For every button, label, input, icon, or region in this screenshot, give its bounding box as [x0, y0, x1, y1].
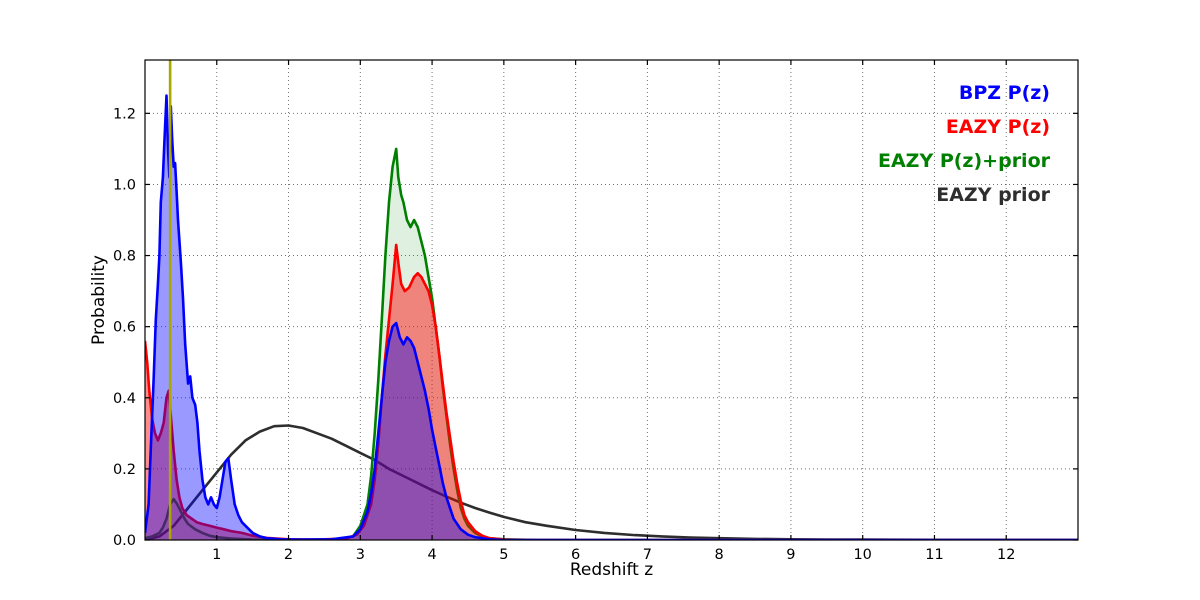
xtick-label-11: 11 [925, 547, 943, 563]
y-axis-label: Probability [89, 255, 109, 345]
xtick-label-10: 10 [853, 547, 871, 563]
xtick-label-1: 1 [212, 547, 221, 563]
ytick-label-0: 0.0 [113, 533, 136, 549]
xtick-label-6: 6 [571, 547, 580, 563]
series-line-eazy-p-z [145, 243, 1078, 540]
series-line-eazy-prior [145, 424, 1078, 540]
ytick-label-1.2: 1.2 [113, 106, 136, 122]
plot-frame [144, 59, 1079, 541]
xtick-label-8: 8 [715, 547, 724, 563]
xtick-label-12: 12 [997, 547, 1015, 563]
ytick-label-0.2: 0.2 [113, 462, 136, 478]
ytick-label-1: 1.0 [113, 177, 136, 193]
legend-item-eazy-pz-prior: EAZY P(z)+prior [877, 150, 1050, 172]
ytick-label-0.4: 0.4 [113, 391, 136, 407]
xtick-label-3: 3 [356, 547, 365, 563]
series-area-eazy-p-z [145, 244, 1078, 540]
legend-item-eazy-pz: EAZY P(z) [945, 116, 1050, 138]
xtick-label-4: 4 [427, 547, 436, 563]
ytick-label-0.6: 0.6 [113, 320, 136, 336]
xtick-label-2: 2 [284, 547, 293, 563]
x-axis-label: Redshift z [569, 560, 654, 580]
ytick-label-0.8: 0.8 [113, 249, 136, 265]
legend-item-bpz-pz: BPZ P(z) [958, 82, 1050, 104]
xtick-label-7: 7 [643, 547, 652, 563]
xtick-label-9: 9 [786, 547, 795, 563]
xtick-label-5: 5 [499, 547, 508, 563]
legend-item-eazy-prior: EAZY prior [936, 184, 1050, 206]
legend: BPZ P(z) EAZY P(z) EAZY P(z)+prior EAZY … [878, 76, 1050, 212]
